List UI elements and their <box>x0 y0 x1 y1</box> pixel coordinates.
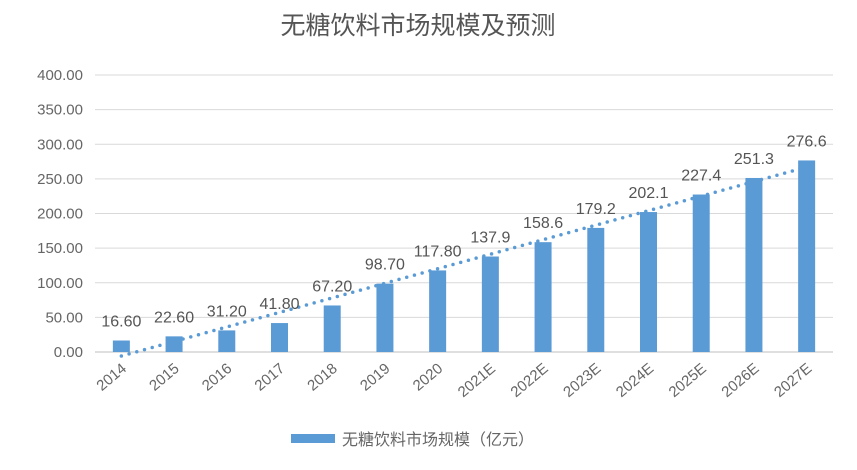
y-tick-label: 400.00 <box>37 67 83 84</box>
legend-label: 无糖饮料市场规模（亿元） <box>342 430 534 449</box>
x-tick-label: 2015 <box>146 360 182 394</box>
bar <box>271 323 288 352</box>
x-axis: 2014 2015 2016 2017 2018 2019 2020 2021E 2022E 20… <box>93 360 815 401</box>
x-tick-label: 2023E <box>560 360 604 401</box>
bar <box>745 177 763 352</box>
y-tick-label: 250.00 <box>37 171 83 188</box>
bar <box>323 305 341 352</box>
bar <box>376 283 394 352</box>
bar <box>587 227 605 352</box>
y-tick-label: 200.00 <box>37 206 83 223</box>
data-label: 251.3 <box>734 151 774 168</box>
legend-swatch <box>291 434 335 443</box>
bar <box>798 160 816 352</box>
x-tick-label: 2021E <box>455 360 499 401</box>
y-tick-label: 350.00 <box>37 102 83 119</box>
y-axis: 0.00 50.00 100.00 150.00 200.00 250.00 300.00 3… <box>37 67 83 361</box>
y-tick-label: 100.00 <box>37 275 83 292</box>
x-tick-label: 2026E <box>718 360 762 401</box>
data-label: 179.2 <box>576 201 616 218</box>
y-tick-label: 50.00 <box>45 309 83 326</box>
data-label: 67.20 <box>312 278 352 295</box>
y-tick-label: 300.00 <box>37 136 83 153</box>
bar <box>165 336 183 352</box>
x-tick-label: 2022E <box>507 360 551 401</box>
x-tick-label: 2014 <box>93 360 129 394</box>
x-tick-label: 2020 <box>410 360 446 394</box>
bar <box>481 256 499 352</box>
bar <box>112 340 130 352</box>
legend: 无糖饮料市场规模（亿元） <box>291 430 534 449</box>
data-label: 16.60 <box>101 314 141 331</box>
trendline <box>119 165 809 358</box>
data-label: 98.70 <box>365 257 405 274</box>
x-tick-label: 2016 <box>199 360 235 394</box>
bar <box>640 212 657 352</box>
y-tick-label: 0.00 <box>54 344 83 361</box>
x-tick-label: 2027E <box>771 360 815 401</box>
x-tick-label: 2024E <box>613 360 657 401</box>
x-tick-label: 2017 <box>252 360 288 394</box>
bar <box>218 330 236 352</box>
data-labels: 16.60 22.60 31.20 41.80 67.20 98.70 117.80 137.… <box>101 133 826 330</box>
bars <box>112 160 816 352</box>
data-label: 22.60 <box>154 309 194 326</box>
bar <box>429 270 447 352</box>
x-tick-label: 2025E <box>666 360 710 401</box>
data-label: 158.6 <box>523 215 563 232</box>
data-label: 227.4 <box>681 168 721 185</box>
x-tick-label: 2018 <box>304 360 340 394</box>
data-label: 31.20 <box>207 303 247 320</box>
bar <box>534 242 552 352</box>
bar <box>692 194 710 352</box>
data-label: 41.80 <box>259 296 299 313</box>
x-tick-label: 2019 <box>357 360 393 394</box>
chart-title: 无糖饮料市场规模及预测 <box>280 11 555 40</box>
data-label: 202.1 <box>628 185 668 202</box>
trendline-path <box>119 165 809 358</box>
y-tick-label: 150.00 <box>37 240 83 257</box>
data-label: 117.80 <box>414 243 462 260</box>
data-label: 137.9 <box>470 230 510 247</box>
data-label: 276.6 <box>787 133 827 150</box>
gridlines <box>95 74 833 353</box>
